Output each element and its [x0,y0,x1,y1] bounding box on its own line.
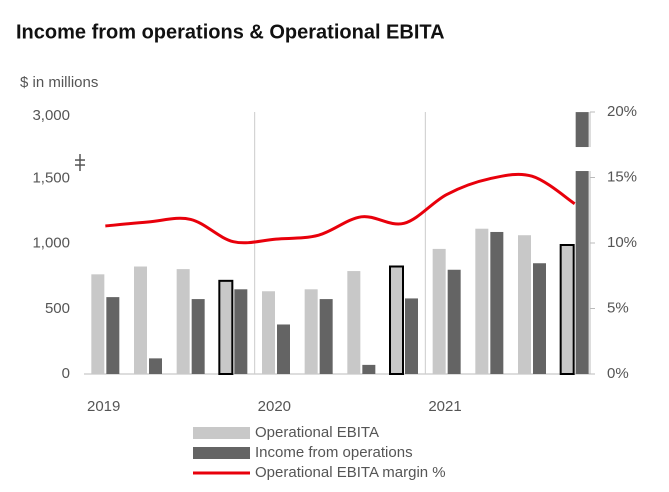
y2-tick-label: 20% [607,103,637,120]
bar [559,244,575,375]
chart-title: Income from operations & Operational EBI… [16,21,445,43]
bar [176,269,190,374]
legend-label: Operational EBITA margin % [255,464,446,481]
y2-tick-label: 15% [607,168,637,185]
bar [475,228,489,374]
y-tick-label: 3,000 [32,107,70,124]
bar [149,358,162,374]
bar [447,269,461,374]
x-tick-label: 2021 [428,398,461,415]
bar [405,298,418,374]
x-tick-label: 2019 [87,398,120,415]
bar [432,248,446,374]
x-tick-label: 2020 [258,398,291,415]
y-axis-label: $ in millions [20,74,98,91]
bar [191,299,205,374]
bar [518,235,531,374]
legend-swatch [193,447,250,459]
y-tick-label: 1,000 [32,235,70,252]
y2-tick-label: 0% [607,365,629,382]
bar [106,297,120,374]
y-tick-label: 1,500 [32,170,70,187]
legend-label: Income from operations [255,444,413,461]
bar [319,299,333,374]
y2-tick-label: 5% [607,299,629,316]
bar [91,274,105,374]
bar [575,112,589,374]
legend-swatch [193,427,250,439]
bar-break-gap [573,147,591,172]
bar [277,324,290,374]
bar [234,289,248,374]
y-tick-label: 500 [45,300,70,317]
bar [362,364,376,374]
y2-tick-label: 10% [607,234,637,251]
bar [389,265,404,375]
bar [490,231,504,374]
line [105,172,576,245]
bar [262,291,275,374]
legend-label: Operational EBITA [255,424,379,441]
y-tick-label: 0 [62,365,70,382]
bar [533,263,546,374]
bar [134,266,147,374]
bar [218,279,234,376]
bar [347,271,361,374]
bar [304,289,318,374]
